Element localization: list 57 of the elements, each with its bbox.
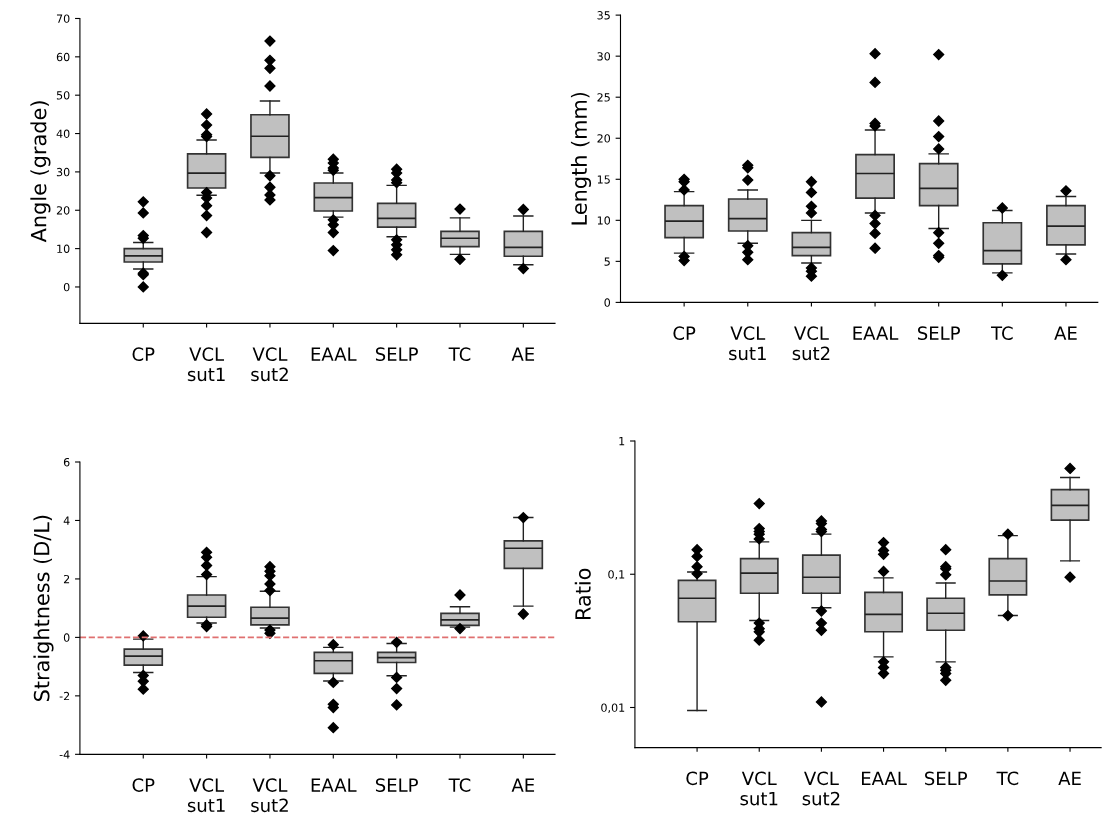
x-tick-label: SELP: [375, 778, 418, 792]
x-tick-label: SELP: [917, 326, 960, 340]
y-tick-label: 0: [63, 282, 70, 292]
y-tick-label: 30: [56, 167, 70, 177]
y-tick-label: 1: [619, 437, 625, 446]
x-tick-label: VCL sut1: [740, 771, 778, 806]
x-tick-label: VCL sut2: [802, 771, 840, 806]
x-tick-label: VCL sut1: [187, 778, 225, 813]
y-tick-label: 25: [597, 93, 610, 102]
x-tick-label: TC: [448, 347, 471, 361]
y-tick-label: 60: [56, 52, 70, 62]
x-tick-label: TC: [990, 326, 1013, 340]
x-tick-label: TC: [996, 771, 1019, 786]
y-tick-label: 20: [56, 206, 70, 215]
x-tick-label: VCL sut1: [187, 347, 225, 382]
y-axis-title: Angle (grade): [30, 101, 51, 243]
y-axis-title: Straightness (D/L): [33, 515, 54, 701]
x-tick-label: VCL sut2: [792, 326, 830, 361]
x-tick-label: AE: [1054, 326, 1077, 340]
y-axis-title: Ratio: [574, 568, 591, 619]
x-tick-label: CP: [673, 326, 696, 340]
y-tick-label: 4: [63, 516, 70, 525]
x-tick-label: EAAL: [853, 326, 899, 340]
x-tick-label: AE: [511, 778, 535, 792]
y-tick-label: 20: [597, 134, 611, 143]
x-tick-label: VCL sut1: [729, 326, 766, 361]
y-tick-label: -4: [59, 750, 70, 759]
y-tick-label: 0,01: [601, 703, 625, 713]
y-tick-label: 70: [56, 14, 70, 23]
y-tick-label: 30: [597, 52, 611, 61]
y-axis-title: Length (mm): [570, 92, 592, 225]
x-tick-label: EAAL: [311, 778, 357, 792]
y-tick-label: 2: [63, 574, 70, 584]
y-tick-label: 10: [597, 216, 611, 225]
x-tick-label: VCL sut2: [251, 778, 288, 813]
x-tick-label: CP: [686, 771, 709, 786]
x-tick-label: SELP: [375, 347, 418, 361]
x-tick-label: AE: [511, 347, 535, 361]
x-tick-label: SELP: [925, 771, 968, 786]
y-tick-label: 0: [604, 298, 611, 307]
y-tick-label: 0,1: [608, 570, 625, 580]
y-tick-label: 10: [57, 244, 70, 253]
y-tick-label: 5: [604, 257, 610, 266]
y-tick-label: 6: [63, 457, 70, 467]
y-tick-label: 15: [597, 175, 610, 184]
y-tick-label: 0: [63, 633, 70, 642]
x-tick-label: AE: [1058, 771, 1081, 785]
y-tick-label: 35: [597, 11, 610, 20]
x-tick-label: TC: [448, 778, 471, 792]
y-tick-label: 40: [56, 129, 70, 138]
x-tick-label: CP: [132, 347, 155, 361]
x-tick-label: EAAL: [311, 347, 357, 361]
x-tick-label: VCL sut2: [251, 347, 288, 382]
y-tick-label: 50: [56, 91, 70, 100]
x-tick-label: CP: [132, 778, 155, 792]
x-tick-label: EAAL: [862, 771, 907, 785]
y-tick-label: -2: [59, 691, 70, 701]
